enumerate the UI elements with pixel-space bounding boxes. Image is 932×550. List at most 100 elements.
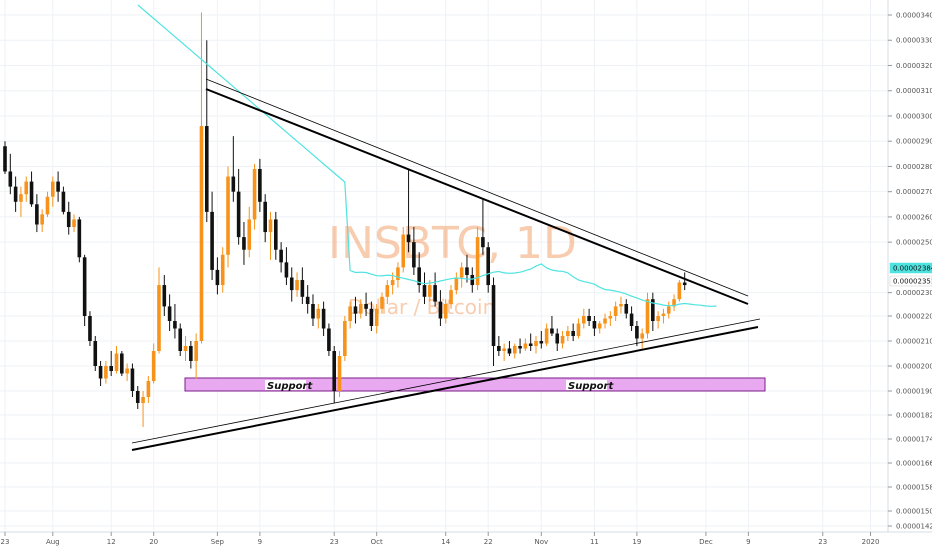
candle-body	[624, 304, 629, 314]
candle	[682, 272, 687, 291]
candle-body	[550, 328, 554, 334]
candle-body	[640, 333, 644, 339]
candle	[295, 272, 299, 297]
candle	[518, 338, 522, 354]
support-label-left: Support	[267, 381, 313, 392]
candle	[35, 194, 39, 233]
x-tick-label: Dec	[699, 538, 713, 546]
candle-body	[337, 356, 342, 391]
x-tick-label: 14	[441, 538, 450, 546]
candle	[215, 257, 220, 295]
x-axis-ticks: 23 Aug 12 20 Sep 9 23 Oct 14 22 Nov 11 19 Dec 9 23 2020	[1, 532, 879, 546]
candle-body	[651, 299, 655, 321]
lower-trendline-thick	[131, 326, 759, 451]
y-tick-label: 0.00001425	[896, 523, 932, 531]
candle-body	[592, 321, 597, 329]
candle	[592, 316, 597, 336]
candle	[284, 247, 289, 286]
candle	[613, 301, 618, 321]
candle-body	[146, 381, 151, 397]
candle	[433, 272, 437, 307]
candle-body	[629, 313, 634, 326]
candle	[438, 290, 443, 326]
candle	[327, 323, 331, 356]
candle-body	[151, 351, 156, 381]
candle	[666, 301, 671, 319]
candle-body	[635, 326, 639, 339]
candle-body	[289, 277, 294, 291]
candle	[512, 343, 517, 359]
candle	[178, 323, 183, 356]
candle	[167, 294, 172, 331]
candle	[125, 363, 129, 381]
candle-body	[528, 343, 533, 346]
candle	[523, 338, 528, 351]
candle	[321, 301, 326, 336]
support-label-bg-left	[265, 380, 306, 390]
candle	[677, 280, 682, 302]
candle-body	[465, 267, 469, 275]
x-tick-label: 12	[107, 538, 116, 546]
trendlines	[131, 78, 761, 451]
candle	[274, 211, 278, 260]
candle-body	[93, 341, 98, 366]
price-badge-label: 0.00002384	[893, 265, 932, 273]
candle-body	[369, 308, 374, 326]
candle-body	[374, 308, 379, 326]
candle-body	[242, 237, 246, 250]
candle-body	[603, 318, 607, 324]
candle-body	[343, 321, 347, 356]
price-badge-label: 0.00002351	[893, 278, 932, 286]
candle	[210, 191, 214, 281]
candle	[247, 206, 252, 258]
candle-body	[491, 285, 496, 346]
candle-body	[305, 296, 310, 304]
candle-body	[274, 219, 278, 250]
candle-body	[507, 348, 512, 354]
candle-body	[396, 267, 400, 281]
candle	[651, 292, 655, 331]
candle-body	[454, 277, 459, 291]
candle-body	[470, 274, 475, 286]
support-label-bg-right	[566, 380, 607, 390]
candle-body	[428, 285, 432, 297]
candle	[597, 321, 602, 334]
candle	[204, 40, 209, 222]
candle-body	[502, 348, 506, 351]
candle	[8, 153, 13, 195]
price-badge-bg	[889, 262, 932, 274]
candle	[656, 311, 660, 329]
candle-body	[321, 308, 326, 329]
candle-body	[236, 191, 241, 238]
candle-body	[231, 176, 236, 192]
candle	[162, 274, 167, 316]
candle-body	[555, 333, 560, 344]
candle-body	[109, 366, 113, 371]
candle-body	[88, 316, 92, 341]
candle-body	[443, 304, 448, 319]
candle	[19, 186, 23, 217]
candle-body	[497, 346, 501, 351]
candle-body	[406, 234, 411, 243]
candle	[337, 351, 342, 397]
candle	[141, 391, 145, 427]
candle-body	[672, 299, 676, 307]
support-zone	[184, 377, 766, 392]
candle-body	[619, 304, 623, 307]
support-box	[184, 377, 766, 392]
candle-body	[300, 280, 305, 297]
candle-body	[61, 191, 66, 212]
candle	[412, 227, 416, 275]
candle	[199, 12, 204, 344]
candle	[528, 333, 533, 351]
candle	[135, 386, 140, 409]
candle	[443, 299, 448, 324]
